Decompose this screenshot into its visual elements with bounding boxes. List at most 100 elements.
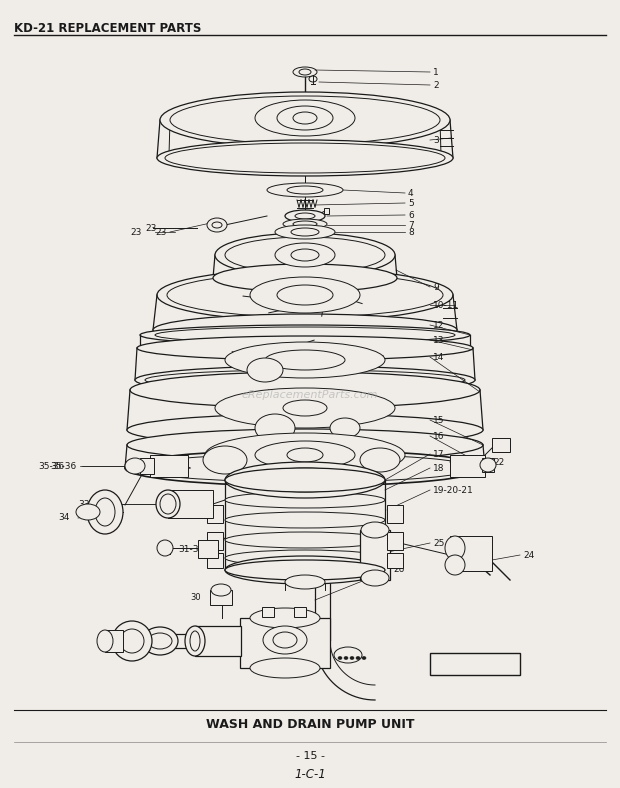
Ellipse shape	[255, 441, 355, 469]
Text: 25: 25	[433, 538, 445, 548]
Bar	[195, 626, 241, 656]
Text: 33: 33	[100, 500, 112, 508]
Ellipse shape	[362, 656, 366, 660]
Ellipse shape	[287, 186, 323, 194]
Text: 28: 28	[211, 635, 222, 645]
Ellipse shape	[273, 632, 297, 648]
Ellipse shape	[135, 454, 475, 482]
Ellipse shape	[125, 450, 485, 486]
Ellipse shape	[215, 388, 395, 428]
Ellipse shape	[277, 285, 333, 305]
Ellipse shape	[225, 237, 385, 273]
Ellipse shape	[185, 626, 205, 656]
Ellipse shape	[160, 494, 176, 514]
Ellipse shape	[360, 448, 400, 472]
Text: 4: 4	[408, 188, 414, 198]
Ellipse shape	[277, 106, 333, 130]
Ellipse shape	[267, 183, 343, 197]
Ellipse shape	[120, 629, 144, 653]
Ellipse shape	[213, 264, 397, 292]
Ellipse shape	[225, 492, 385, 508]
Ellipse shape	[130, 372, 480, 408]
Text: 35-36: 35-36	[38, 462, 64, 470]
Ellipse shape	[205, 433, 405, 477]
Text: 29: 29	[295, 615, 306, 625]
Ellipse shape	[127, 429, 483, 461]
Ellipse shape	[293, 112, 317, 124]
Ellipse shape	[203, 446, 247, 474]
Text: 27: 27	[340, 653, 352, 663]
Ellipse shape	[148, 633, 172, 649]
Text: 7: 7	[408, 221, 414, 229]
Ellipse shape	[95, 498, 115, 526]
Ellipse shape	[142, 627, 178, 655]
Text: 5: 5	[408, 199, 414, 207]
Ellipse shape	[480, 458, 496, 472]
Bar	[450, 536, 492, 571]
Ellipse shape	[190, 631, 200, 651]
Text: 16: 16	[433, 432, 445, 440]
Bar	[168, 490, 213, 518]
Ellipse shape	[225, 532, 385, 548]
Ellipse shape	[76, 504, 100, 520]
Ellipse shape	[87, 490, 123, 534]
Ellipse shape	[275, 243, 335, 267]
Bar	[207, 532, 223, 550]
Bar	[262, 607, 274, 617]
Ellipse shape	[125, 458, 145, 474]
Text: 1: 1	[433, 68, 439, 76]
Bar	[450, 455, 485, 477]
Ellipse shape	[225, 342, 385, 378]
Bar	[198, 540, 218, 558]
Ellipse shape	[283, 400, 327, 416]
Text: 22: 22	[493, 458, 504, 466]
Text: 17: 17	[433, 449, 445, 459]
Ellipse shape	[285, 210, 325, 222]
Ellipse shape	[338, 656, 342, 660]
Ellipse shape	[299, 69, 311, 75]
Bar	[207, 505, 223, 523]
Text: 3: 3	[433, 136, 439, 144]
Ellipse shape	[445, 555, 465, 575]
Ellipse shape	[155, 327, 455, 343]
Text: 24: 24	[523, 551, 534, 559]
Bar	[140, 458, 154, 474]
Ellipse shape	[170, 96, 440, 144]
Ellipse shape	[157, 540, 173, 556]
Text: 2: 2	[433, 80, 438, 90]
Ellipse shape	[330, 418, 360, 438]
Bar	[387, 505, 403, 523]
Text: KD-21 REPLACEMENT PARTS: KD-21 REPLACEMENT PARTS	[14, 21, 201, 35]
Ellipse shape	[334, 647, 362, 663]
Text: 14: 14	[433, 352, 445, 362]
Ellipse shape	[160, 92, 450, 148]
Ellipse shape	[140, 325, 470, 345]
Ellipse shape	[225, 468, 385, 492]
Ellipse shape	[287, 448, 323, 462]
Ellipse shape	[157, 140, 453, 176]
Text: 30: 30	[190, 593, 201, 603]
Bar	[430, 653, 520, 675]
Ellipse shape	[153, 314, 457, 346]
Text: eReplacementParts.com: eReplacementParts.com	[242, 390, 378, 400]
Ellipse shape	[157, 269, 453, 321]
Ellipse shape	[225, 550, 385, 566]
Text: 23: 23	[145, 224, 156, 232]
Ellipse shape	[211, 584, 231, 596]
Bar	[240, 618, 330, 668]
Ellipse shape	[275, 225, 335, 239]
Ellipse shape	[445, 536, 465, 560]
Ellipse shape	[344, 656, 348, 660]
Text: 9: 9	[433, 283, 439, 292]
Text: 6: 6	[408, 210, 414, 220]
Ellipse shape	[225, 556, 385, 584]
Ellipse shape	[263, 626, 307, 654]
Bar	[360, 530, 390, 580]
Bar	[492, 438, 510, 452]
Text: WASH AND DRAIN PUMP UNIT: WASH AND DRAIN PUMP UNIT	[206, 719, 414, 731]
Ellipse shape	[283, 219, 327, 229]
Text: 26: 26	[393, 566, 404, 574]
Ellipse shape	[225, 512, 385, 528]
Ellipse shape	[309, 76, 317, 82]
Ellipse shape	[165, 143, 445, 173]
